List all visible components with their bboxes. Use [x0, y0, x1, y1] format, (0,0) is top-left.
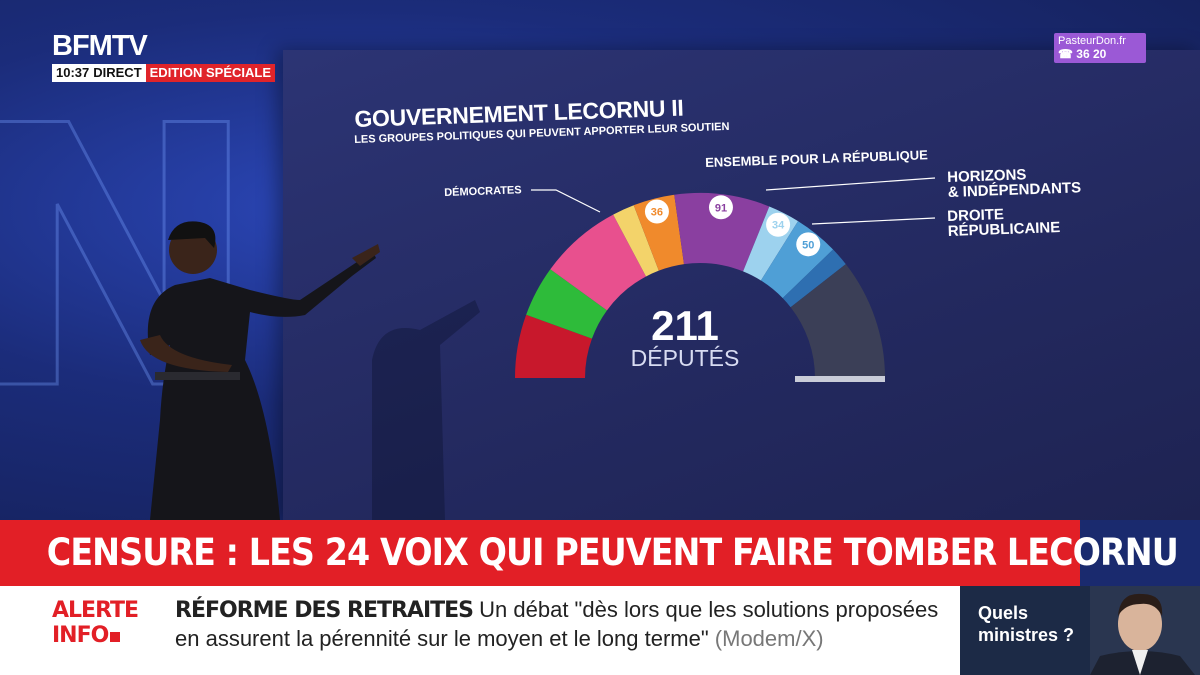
donation-badge: PasteurDon.fr ☎ 36 20 — [1054, 33, 1146, 63]
value-badge-7 — [796, 232, 821, 257]
hemicycle-segment-2 — [550, 214, 647, 311]
edition-speciale-badge: EDITION SPÉCIALE — [145, 64, 275, 82]
leader-line-democrates — [531, 189, 601, 213]
total-deputes-value: 211 — [651, 302, 719, 349]
total-deputes-label: DÉPUTÉS — [631, 345, 740, 371]
value-badge-5 — [708, 195, 733, 220]
hemicycle-chart: 36 91 34 50 211 DÉPUTÉS — [515, 177, 936, 382]
label-horizons: HORIZONS & INDÉPENDANTS — [946, 166, 1082, 201]
side-panel-title: Quels ministres ? — [978, 603, 1075, 645]
value-badge-4 — [644, 199, 669, 224]
value-label-5: 91 — [715, 202, 727, 214]
label-democrates: DÉMOCRATES — [444, 184, 522, 199]
value-label-4: 36 — [651, 206, 663, 218]
leader-line-droite — [811, 217, 936, 225]
donation-phone: ☎ 36 20 — [1058, 47, 1107, 61]
alert-square-icon — [110, 632, 121, 642]
leader-line-horizons — [765, 177, 936, 191]
value-label-6: 34 — [772, 220, 785, 232]
bfmtv-logo: BFMTV — [52, 30, 148, 62]
alerte-info-label: ALERTE INFO — [52, 598, 139, 648]
headline-ticker: CENSURE : LES 24 VOIX QUI PEUVENT FAIRE … — [0, 520, 1179, 586]
hemicycle-segment-0 — [515, 314, 592, 378]
alert-source: (Modem/X) — [714, 626, 824, 651]
hemicycle-segment-5 — [674, 193, 770, 272]
live-status-bar: 10:37 DIRECT EDITION SPÉCIALE — [52, 64, 275, 82]
side-panel: Quels ministres ? — [960, 586, 1200, 675]
clock-time: 10:37 — [52, 64, 94, 82]
alert-bar — [0, 586, 960, 675]
hemicycle-segment-3 — [613, 205, 659, 277]
hemicycle-segment-9 — [790, 264, 885, 378]
value-label-7: 50 — [802, 239, 814, 251]
video-wall-screen — [283, 50, 1200, 520]
donation-url: PasteurDon.fr — [1058, 35, 1126, 47]
alert-text: RÉFORME DES RETRAITES Un débat "dès lors… — [175, 596, 955, 653]
alert-body: Un débat "dès lors que les solutions pro… — [175, 597, 939, 651]
direct-label: DIRECT — [93, 64, 146, 82]
value-badge-6 — [766, 212, 791, 237]
label-droite-republicaine: DROITE RÉPUBLICAINE — [946, 206, 1061, 240]
hemicycle-segment-8 — [782, 249, 846, 308]
studio-backdrop: NS 36 91 34 50 211 DÉPUTÉS GOUVERNEMENT LEC… — [0, 0, 1200, 520]
minister-portrait — [1090, 586, 1200, 675]
hemicycle-base-line — [795, 376, 885, 382]
alert-topic: RÉFORME DES RETRAITES — [175, 598, 474, 623]
hemicycle-segment-1 — [526, 269, 607, 339]
